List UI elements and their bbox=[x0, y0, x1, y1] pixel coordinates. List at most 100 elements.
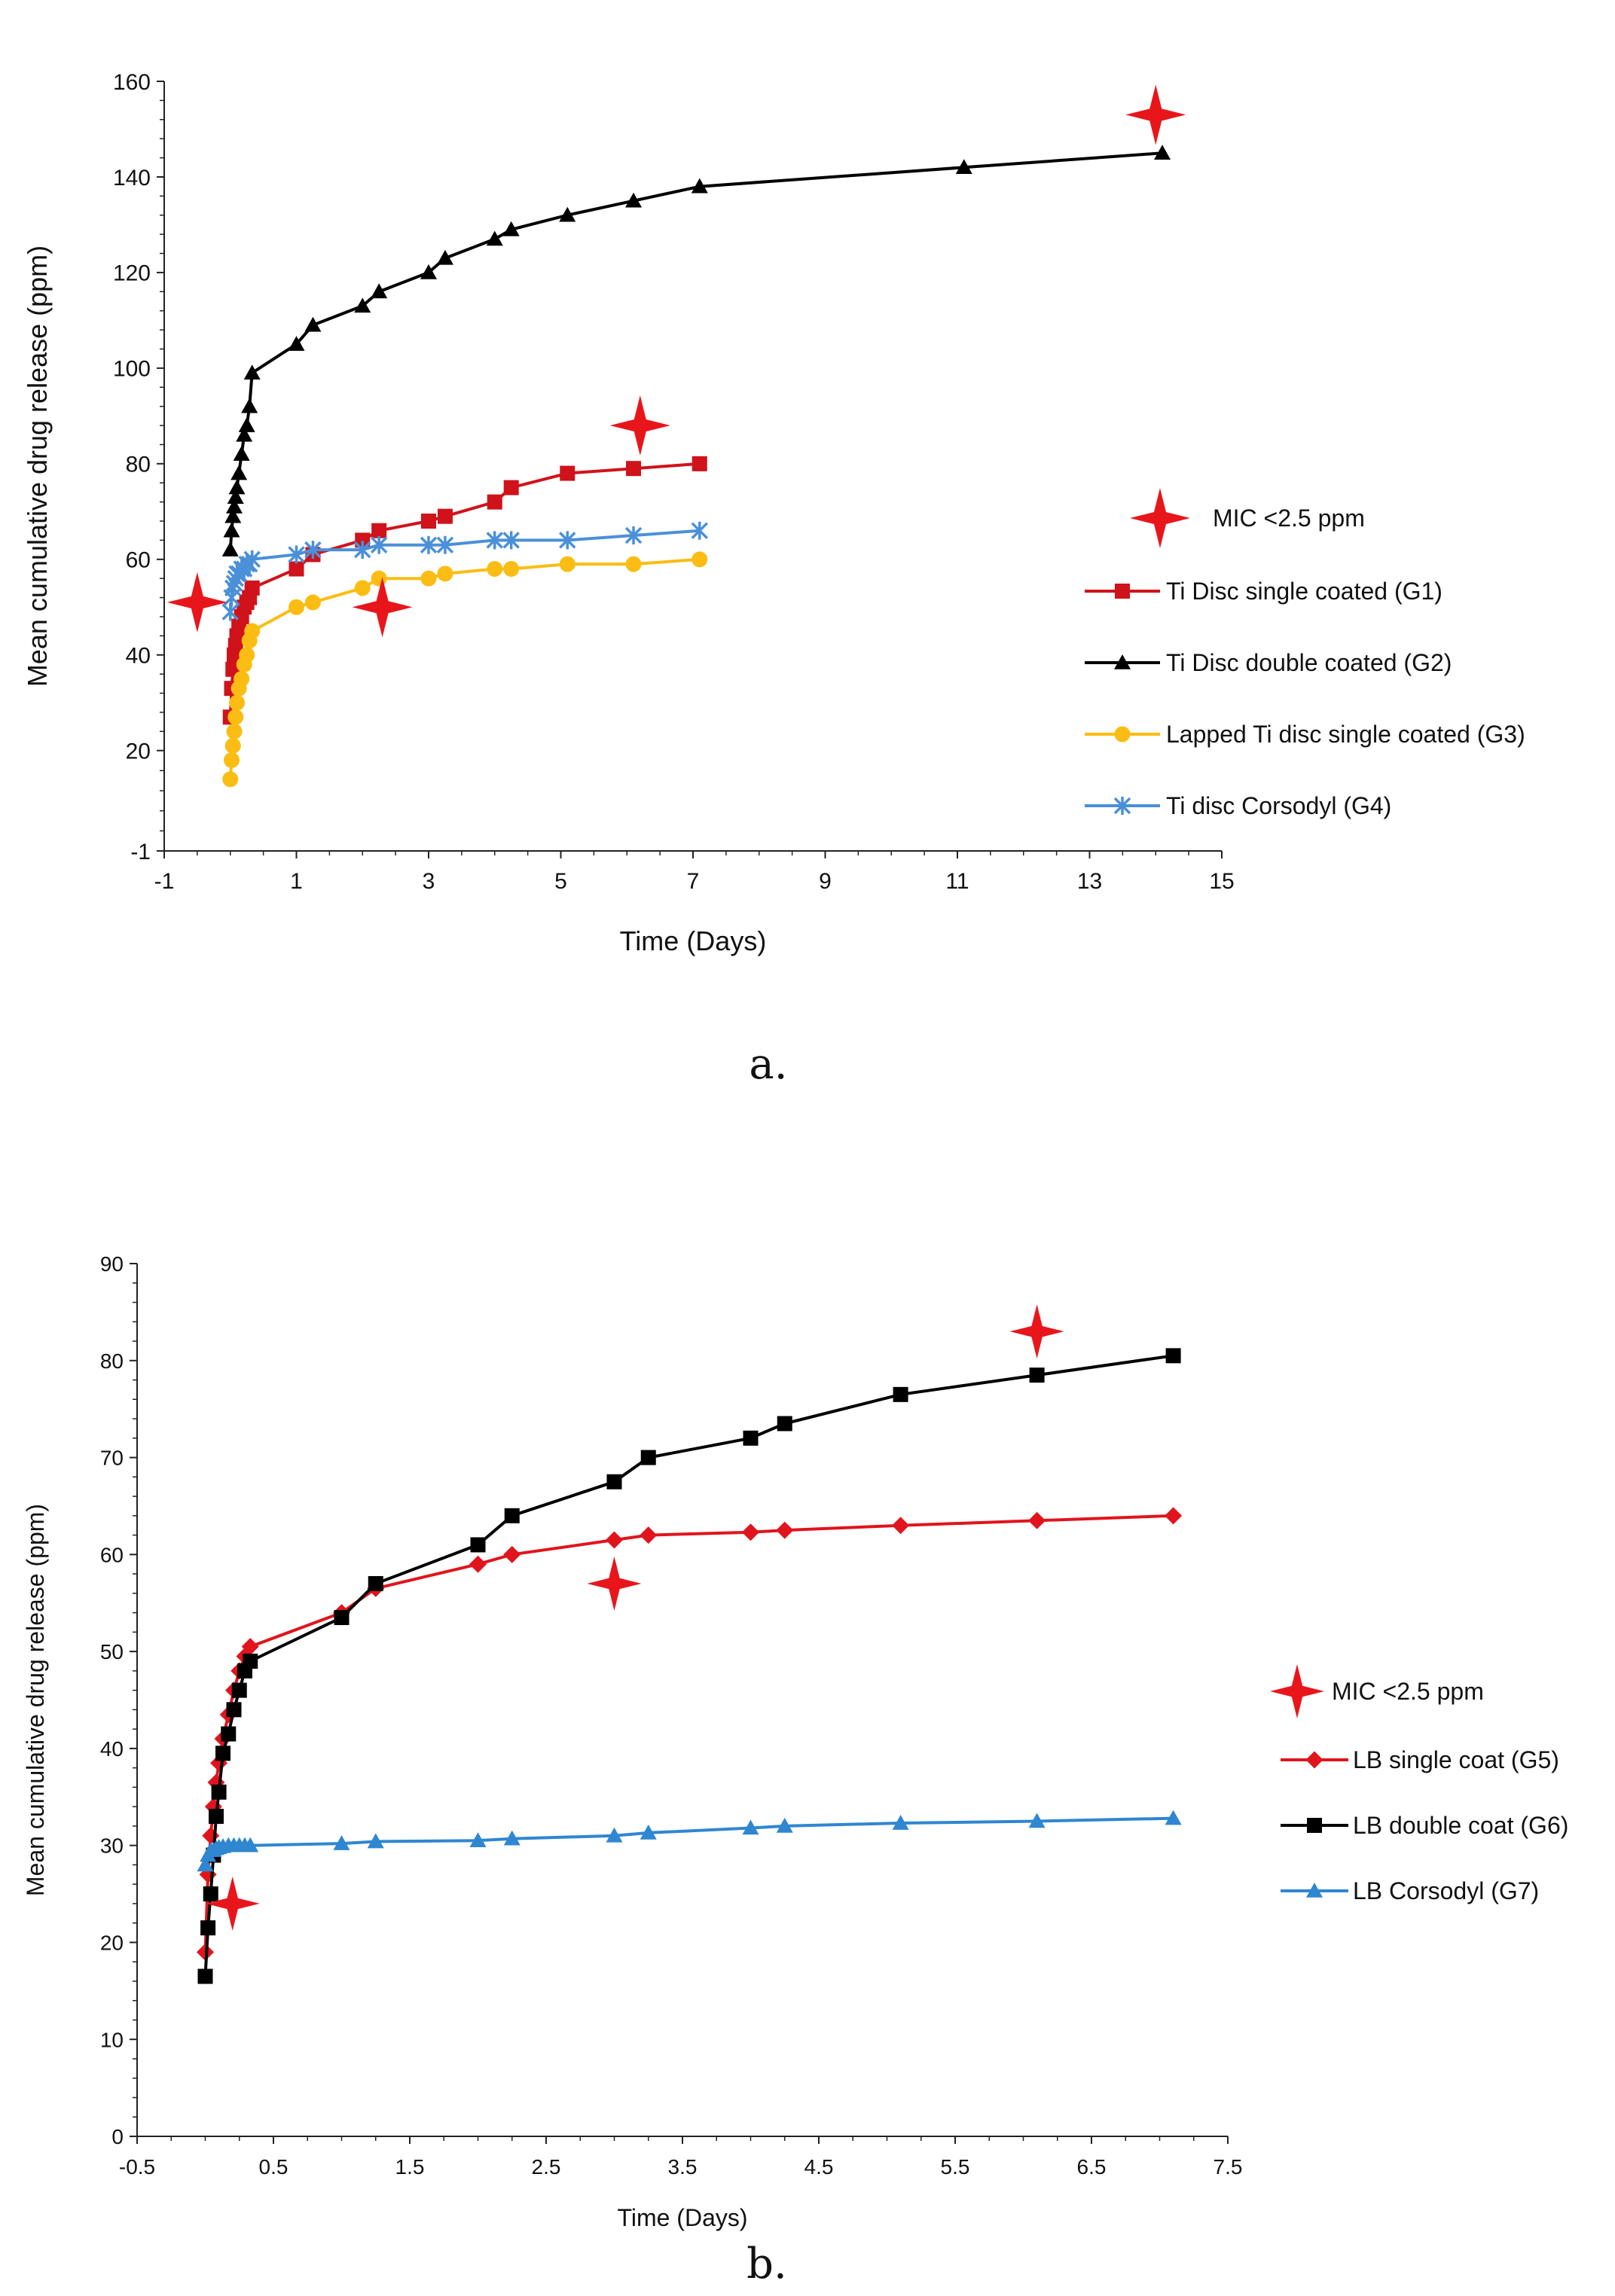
data-point bbox=[1154, 145, 1171, 160]
legend-marker bbox=[1115, 584, 1130, 599]
y-tick-label: 30 bbox=[100, 1834, 124, 1858]
data-point bbox=[224, 508, 242, 523]
series-line bbox=[203, 1354, 1174, 1977]
data-point bbox=[239, 647, 255, 663]
data-point bbox=[624, 526, 643, 545]
legend-mic-marker bbox=[1130, 488, 1190, 548]
data-point bbox=[691, 178, 708, 194]
data-point bbox=[742, 1523, 759, 1541]
data-point bbox=[437, 566, 453, 582]
data-point bbox=[469, 1555, 487, 1573]
y-tick-label: 10 bbox=[100, 2028, 124, 2051]
data-point bbox=[226, 1702, 242, 1718]
x-tick-label: 9 bbox=[819, 869, 832, 894]
data-point bbox=[228, 479, 246, 495]
legend-marker bbox=[1114, 654, 1131, 669]
data-point bbox=[1165, 1348, 1181, 1364]
data-point bbox=[231, 1682, 247, 1698]
legend-label: LB single coat (G5) bbox=[1353, 1746, 1559, 1773]
legend-label: Ti disc Corsodyl (G4) bbox=[1166, 792, 1391, 819]
x-tick-label: -1 bbox=[154, 869, 175, 894]
data-point bbox=[1029, 1368, 1045, 1383]
y-tick-label: 100 bbox=[113, 357, 151, 382]
data-point bbox=[304, 594, 321, 611]
data-point bbox=[197, 1968, 213, 1984]
data-point bbox=[221, 541, 239, 556]
data-point bbox=[367, 1833, 384, 1849]
y-tick-label: 160 bbox=[113, 70, 151, 95]
data-point bbox=[354, 541, 371, 560]
x-tick-label: 3.5 bbox=[668, 2155, 698, 2179]
data-point bbox=[487, 494, 502, 510]
x-tick-label: 3 bbox=[423, 869, 435, 894]
data-point bbox=[223, 522, 240, 538]
data-point bbox=[221, 602, 239, 621]
data-point bbox=[502, 531, 520, 550]
data-point bbox=[503, 560, 520, 577]
y-tick-label: 20 bbox=[126, 739, 151, 764]
data-point bbox=[560, 465, 575, 481]
series-2 bbox=[197, 1348, 1181, 1984]
series-line bbox=[203, 1514, 1174, 1953]
data-point bbox=[691, 521, 709, 540]
data-point bbox=[229, 694, 246, 711]
legend: MIC <2.5 ppm Ti Disc single coated (G1) Ti… bbox=[1085, 488, 1525, 819]
data-point bbox=[420, 264, 437, 279]
data-point bbox=[304, 541, 322, 560]
panel-label: b. bbox=[746, 2240, 787, 2288]
data-point bbox=[420, 570, 437, 587]
data-point bbox=[226, 723, 243, 739]
data-point bbox=[892, 1517, 910, 1535]
data-point bbox=[892, 1815, 909, 1830]
data-point bbox=[469, 1832, 487, 1848]
data-point bbox=[233, 446, 250, 461]
data-point bbox=[244, 580, 260, 596]
data-point bbox=[203, 1886, 218, 1902]
data-point bbox=[625, 192, 643, 208]
data-point bbox=[236, 426, 253, 442]
y-tick-label: 90 bbox=[100, 1252, 124, 1276]
legend-marker bbox=[1307, 1818, 1322, 1833]
data-point bbox=[243, 364, 261, 380]
data-point bbox=[487, 560, 503, 577]
data-point bbox=[691, 551, 708, 568]
data-point bbox=[777, 1416, 792, 1432]
x-tick-label: 15 bbox=[1209, 869, 1234, 894]
data-point bbox=[227, 489, 244, 505]
series-line bbox=[228, 462, 700, 718]
data-point bbox=[626, 461, 642, 477]
data-point bbox=[625, 556, 642, 572]
legend-marker bbox=[1305, 1751, 1323, 1769]
data-point bbox=[640, 1450, 656, 1465]
data-point bbox=[354, 580, 371, 596]
data-point bbox=[437, 508, 453, 524]
mic-marker bbox=[609, 395, 670, 456]
legend-label: Ti Disc single coated (G1) bbox=[1166, 578, 1443, 605]
y-tick-label: 80 bbox=[100, 1349, 124, 1373]
legend-mic-marker bbox=[1270, 1664, 1324, 1718]
series-1 bbox=[222, 456, 707, 725]
mic-marker bbox=[205, 1876, 260, 1931]
data-point bbox=[421, 514, 436, 529]
data-point bbox=[371, 523, 387, 538]
data-point bbox=[640, 1526, 658, 1544]
x-tick-label: 6.5 bbox=[1077, 2155, 1107, 2179]
data-point bbox=[224, 737, 241, 754]
data-point bbox=[208, 1809, 224, 1825]
y-tick-label: 20 bbox=[100, 1932, 124, 1955]
series-line bbox=[228, 557, 700, 779]
y-tick-label: 60 bbox=[126, 548, 151, 573]
series-line bbox=[228, 151, 1163, 550]
data-point bbox=[559, 556, 575, 572]
x-tick-label: 13 bbox=[1077, 869, 1102, 894]
legend-label: Ti Disc double coated (G2) bbox=[1166, 649, 1452, 676]
data-point bbox=[436, 535, 454, 554]
x-tick-label: 2.5 bbox=[532, 2155, 561, 2179]
x-tick-label: 1.5 bbox=[395, 2155, 425, 2179]
data-point bbox=[354, 297, 371, 313]
data-point bbox=[222, 771, 239, 788]
y-tick-label: 40 bbox=[126, 644, 151, 669]
data-point bbox=[242, 1837, 259, 1852]
